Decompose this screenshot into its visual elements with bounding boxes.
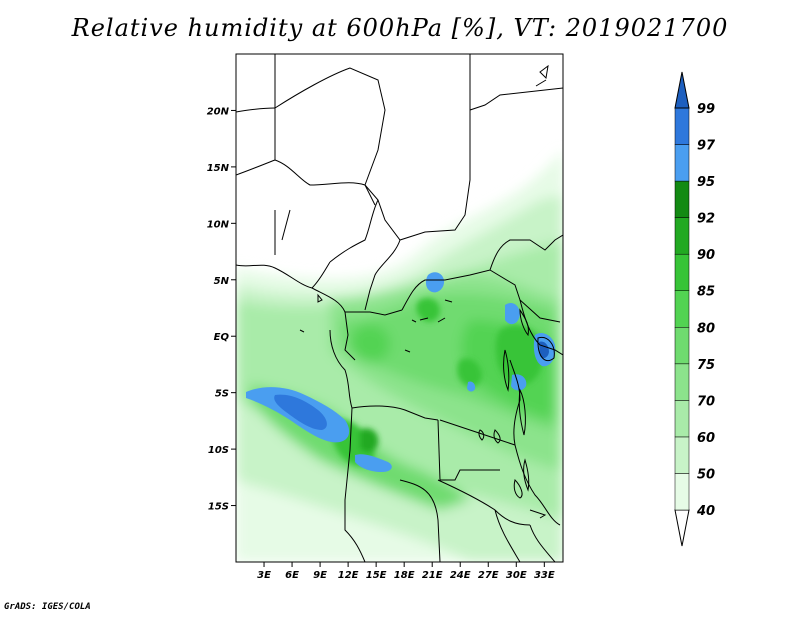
- lon-tick-label: 33E: [534, 570, 555, 581]
- humidity-field: [236, 54, 563, 562]
- colorbar-segment: [674, 217, 690, 255]
- colorbar-segment: [674, 327, 690, 365]
- lon-tick-label: 15E: [366, 570, 387, 581]
- longitude-axis: 3E 6E 9E 12E 15E 18E 21E 24E 27E 30E 33E: [257, 562, 555, 581]
- lat-tick-label: 10N: [207, 219, 230, 230]
- lat-tick-label: 5N: [214, 276, 230, 287]
- colorbar-level-label: 85: [697, 285, 715, 300]
- colorbar-level-label: 90: [697, 248, 715, 263]
- lon-tick-label: 6E: [285, 570, 299, 581]
- colorbar-level-label: 99: [697, 102, 715, 117]
- colorbar-lower-triangle: [674, 509, 690, 547]
- colorbar-level-label: 40: [696, 504, 715, 519]
- colorbar-segment: [674, 290, 690, 328]
- latitude-axis: 20N 15N 10N 5N EQ 5S 10S 15S: [207, 106, 236, 513]
- lon-tick-label: 3E: [257, 570, 271, 581]
- colorbar-level-label: 75: [697, 358, 715, 373]
- political-boundaries: [236, 54, 563, 562]
- colorbar-segment: [674, 253, 690, 291]
- lat-tick-label: 15S: [208, 502, 229, 513]
- colorbar-segment: [674, 180, 690, 218]
- lat-tick-label: 15N: [207, 163, 230, 174]
- colorbar-level-label: 60: [697, 431, 715, 446]
- colorbar-level-label: 80: [697, 321, 715, 336]
- grads-credit: GrADS: IGES/COLA: [4, 602, 91, 612]
- lon-tick-label: 9E: [313, 570, 327, 581]
- colorbar-level-label: 95: [697, 175, 715, 190]
- map-frame: [235, 53, 564, 563]
- colorbar-level-label: 50: [697, 467, 715, 482]
- colorbar-segment: [674, 436, 690, 474]
- lon-tick-label: 27E: [478, 570, 499, 581]
- lat-tick-label: 20N: [207, 106, 230, 117]
- map-title: Relative humidity at 600hPa [%], VT: 201…: [71, 14, 729, 42]
- lon-tick-label: 18E: [394, 570, 415, 581]
- colorbar: 40 50 60 70 75 80 85 90 92 95 97 99: [674, 71, 716, 547]
- colorbar-segment: [674, 144, 690, 182]
- colorbar-segment: [674, 107, 690, 145]
- colorbar-level-label: 70: [697, 394, 715, 409]
- colorbar-segment: [674, 473, 690, 511]
- colorbar-upper-triangle: [674, 71, 690, 109]
- colorbar-segment: [674, 363, 690, 401]
- lon-tick-label: 12E: [338, 570, 359, 581]
- colorbar-segment: [674, 400, 690, 438]
- lat-tick-label: 10S: [208, 445, 229, 456]
- colorbar-level-label: 92: [697, 212, 715, 227]
- lon-tick-label: 24E: [450, 570, 471, 581]
- colorbar-level-label: 97: [697, 139, 716, 154]
- lat-tick-label: 5S: [215, 389, 229, 400]
- lat-tick-label: EQ: [214, 332, 230, 343]
- lon-tick-label: 21E: [422, 570, 443, 581]
- lon-tick-label: 30E: [506, 570, 527, 581]
